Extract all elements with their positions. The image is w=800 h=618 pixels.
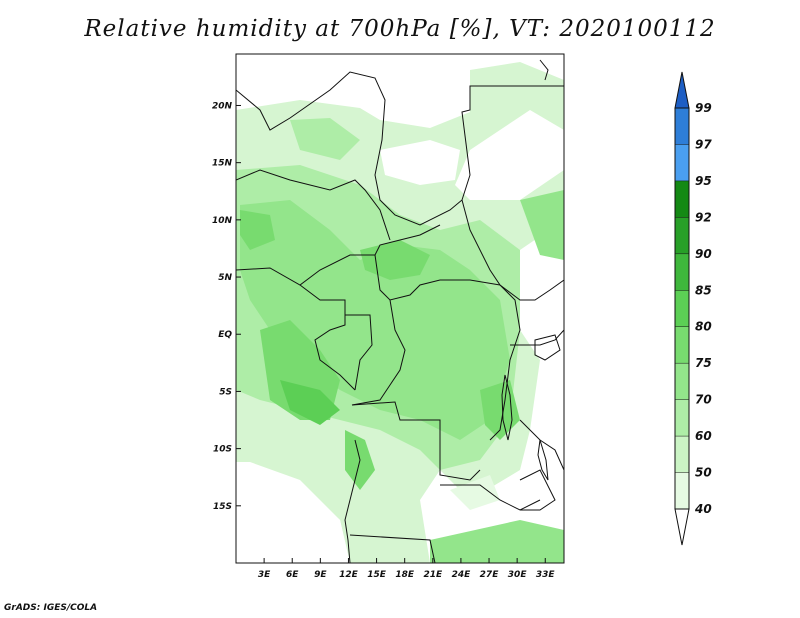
colorbar-level-label: 85 — [695, 283, 712, 297]
lon-tick-label: 27E — [480, 570, 500, 580]
lat-tick-label: 10S — [213, 445, 232, 455]
colorbar-box — [675, 399, 689, 437]
colorbar-level-label: 92 — [695, 210, 712, 224]
colorbar-level-label: 60 — [695, 429, 712, 443]
colorbar-level-label: 80 — [695, 320, 712, 334]
longitude-axis: 3E 6E 9E 12E 15E 18E 21E 24E 27E 30E 33E — [258, 558, 556, 580]
colorbar-level-label: 75 — [695, 356, 712, 370]
lon-tick-label: 18E — [395, 570, 415, 580]
colorbar-box — [675, 436, 689, 473]
colorbar-box — [675, 217, 689, 254]
lat-tick-label: 15N — [212, 159, 233, 169]
colorbar-level-label: 50 — [695, 466, 712, 480]
colorbar-box — [675, 108, 689, 145]
lat-tick-label: EQ — [218, 330, 232, 340]
lon-tick-label: 15E — [367, 570, 387, 580]
lon-tick-label: 6E — [286, 570, 299, 580]
colorbar-box — [675, 253, 689, 291]
colorbar-level-label: 40 — [694, 502, 712, 516]
colorbar-box — [675, 290, 689, 327]
map-frame — [235, 53, 565, 564]
colorbar-box — [675, 180, 689, 218]
grads-credit: GrADS: IGES/COLA — [4, 603, 98, 613]
lon-tick-label: 21E — [423, 570, 443, 580]
colorbar-box — [675, 326, 689, 364]
lon-tick-label: 24E — [452, 570, 472, 580]
colorbar: 40 50 60 70 75 80 85 90 92 95 97 99 — [674, 71, 712, 546]
colorbar-level-label: 70 — [695, 393, 712, 407]
lat-tick-label: 5N — [218, 273, 232, 283]
latitude-axis: 20N 15N 10N 5N EQ 5S 10S 15S — [212, 101, 241, 512]
colorbar-box — [675, 363, 689, 400]
lon-tick-label: 33E — [536, 570, 556, 580]
lakes — [501, 334, 561, 481]
lon-tick-label: 3E — [258, 570, 271, 580]
lon-tick-label: 30E — [508, 570, 528, 580]
lat-tick-label: 15S — [213, 502, 232, 512]
colorbar-lower-extension — [674, 508, 690, 546]
colorbar-upper-extension — [674, 71, 690, 109]
colorbar-level-label: 99 — [695, 101, 712, 115]
colorbar-level-label: 90 — [695, 247, 712, 261]
lon-tick-label: 12E — [339, 570, 359, 580]
country-borders — [236, 59, 564, 563]
colorbar-level-label: 95 — [695, 174, 712, 188]
lon-tick-label: 9E — [314, 570, 327, 580]
lat-tick-label: 10N — [212, 216, 233, 226]
colorbar-level-label: 97 — [695, 137, 712, 151]
lat-tick-label: 20N — [212, 101, 233, 111]
lat-tick-label: 5S — [219, 387, 232, 397]
colorbar-box — [675, 144, 689, 181]
map-title: Relative humidity at 700hPa [%], VT: 202… — [84, 16, 716, 42]
colorbar-box — [675, 472, 689, 509]
